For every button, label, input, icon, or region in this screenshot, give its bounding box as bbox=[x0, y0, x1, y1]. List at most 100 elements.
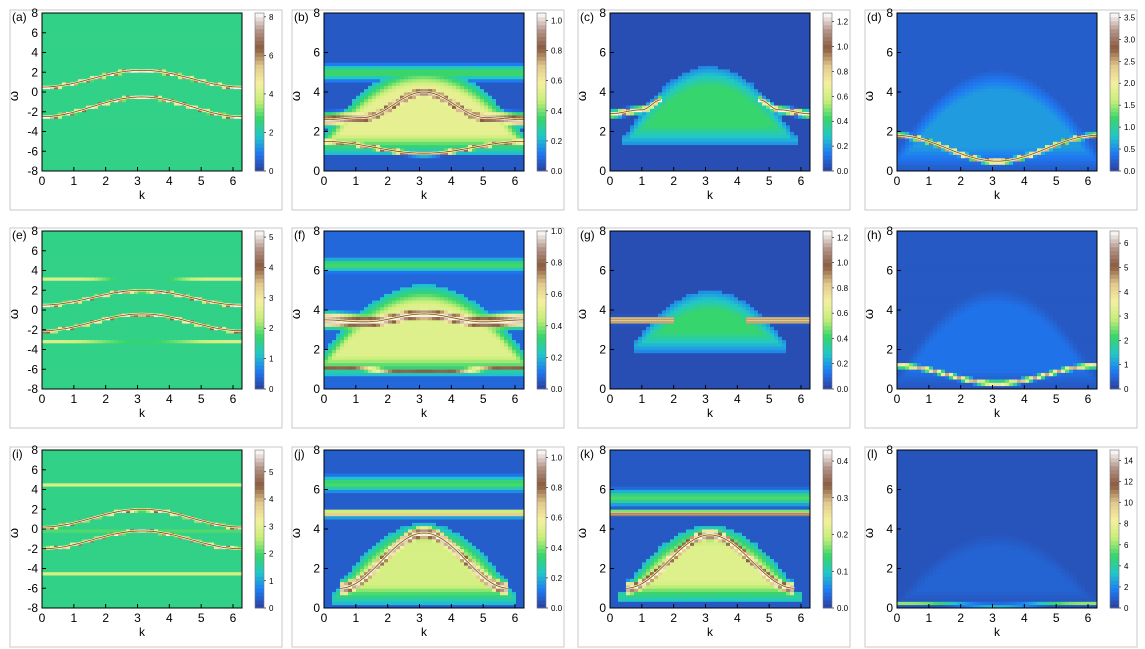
panel-label: (a) bbox=[12, 10, 27, 24]
x-tick-label: 0 bbox=[894, 392, 901, 406]
x-tick-label: 3 bbox=[134, 611, 141, 625]
x-tick-label: 6 bbox=[1085, 392, 1092, 406]
y-tick-label: 4 bbox=[31, 483, 38, 497]
colorbar-tick-label: 10 bbox=[1124, 499, 1133, 508]
x-axis-label: k bbox=[994, 406, 1001, 420]
x-tick-label: 5 bbox=[766, 611, 773, 625]
colorbar-tick-label: 0.0 bbox=[1124, 167, 1136, 176]
x-tick-label: 2 bbox=[670, 174, 677, 188]
y-tick-label: 0 bbox=[886, 382, 893, 396]
colorbar-tick-label: 1.0 bbox=[837, 259, 849, 268]
x-axis-label: k bbox=[707, 625, 714, 639]
colorbar-tick-label: 0 bbox=[1124, 604, 1129, 613]
x-tick-label: 1 bbox=[70, 611, 77, 625]
x-tick-label: 6 bbox=[230, 174, 237, 188]
x-tick-label: 1 bbox=[638, 392, 645, 406]
colorbar-tick-label: 4 bbox=[1124, 562, 1129, 571]
x-tick-label: 6 bbox=[1085, 611, 1092, 625]
x-tick-label: 3 bbox=[134, 392, 141, 406]
colorbar-tick-label: 2.0 bbox=[1124, 79, 1136, 88]
x-axis-label: k bbox=[139, 625, 146, 639]
y-tick-label: -8 bbox=[27, 601, 38, 615]
x-tick-label: 6 bbox=[798, 174, 805, 188]
colorbar-tick-label: 0 bbox=[269, 167, 274, 176]
colorbar-tick-label: 0.2 bbox=[837, 531, 849, 540]
x-tick-label: 0 bbox=[607, 611, 614, 625]
colorbar-tick-label: 0.8 bbox=[551, 259, 563, 268]
y-tick-label: -2 bbox=[27, 105, 38, 119]
y-tick-label: 0 bbox=[886, 601, 893, 615]
x-tick-label: 3 bbox=[702, 611, 709, 625]
colorbar-tick-label: 1.0 bbox=[551, 227, 563, 236]
x-tick-label: 3 bbox=[702, 174, 709, 188]
y-tick-label: 8 bbox=[31, 6, 38, 20]
heatmap bbox=[610, 231, 810, 389]
x-tick-label: 3 bbox=[416, 611, 423, 625]
colorbar-tick-label: 0.0 bbox=[551, 385, 563, 394]
y-tick-label: 2 bbox=[31, 502, 38, 516]
x-tick-label: 4 bbox=[734, 392, 741, 406]
colorbar-tick-label: 1.2 bbox=[837, 233, 849, 242]
colorbar-tick-label: 0.4 bbox=[551, 544, 563, 553]
x-tick-label: 2 bbox=[102, 611, 109, 625]
y-tick-label: 6 bbox=[313, 264, 320, 278]
y-tick-label: 0 bbox=[599, 164, 606, 178]
x-tick-label: 2 bbox=[384, 392, 391, 406]
x-axis-label: k bbox=[707, 188, 714, 202]
x-tick-label: 0 bbox=[39, 392, 46, 406]
y-axis-label: ω bbox=[861, 528, 876, 538]
heatmap bbox=[897, 13, 1097, 171]
x-tick-label: 4 bbox=[734, 174, 741, 188]
y-axis-label: ω bbox=[6, 91, 21, 101]
y-tick-label: -4 bbox=[27, 343, 38, 357]
colorbar-tick-label: 0.2 bbox=[551, 137, 563, 146]
x-tick-label: 3 bbox=[416, 392, 423, 406]
x-tick-label: 0 bbox=[39, 174, 46, 188]
y-tick-label: 0 bbox=[31, 85, 38, 99]
y-tick-label: 8 bbox=[886, 443, 893, 457]
colorbar-tick-label: 4 bbox=[269, 90, 274, 99]
colorbar-tick-label: 1.5 bbox=[1124, 101, 1136, 110]
x-tick-label: 6 bbox=[798, 392, 805, 406]
colorbar-tick-label: 2.5 bbox=[1124, 57, 1136, 66]
y-axis-label: ω bbox=[861, 91, 876, 101]
x-tick-label: 0 bbox=[39, 611, 46, 625]
heatmap bbox=[610, 13, 810, 171]
x-tick-label: 2 bbox=[957, 174, 964, 188]
y-tick-label: -4 bbox=[27, 562, 38, 576]
y-tick-label: 0 bbox=[31, 522, 38, 536]
y-tick-label: 0 bbox=[599, 382, 606, 396]
panel-label: (i) bbox=[12, 447, 23, 461]
colorbar-tick-label: 0.0 bbox=[837, 604, 849, 613]
x-tick-label: 5 bbox=[1053, 174, 1060, 188]
panel-label: (b) bbox=[294, 10, 309, 24]
y-tick-label: 8 bbox=[886, 224, 893, 238]
x-tick-label: 0 bbox=[321, 392, 328, 406]
y-tick-label: 2 bbox=[886, 343, 893, 357]
panel-label: (j) bbox=[294, 447, 305, 461]
x-axis-label: k bbox=[707, 406, 714, 420]
colorbar-tick-label: 6 bbox=[1124, 541, 1129, 550]
colorbar-tick-label: 4 bbox=[269, 495, 274, 504]
y-tick-label: 0 bbox=[313, 601, 320, 615]
x-tick-label: 3 bbox=[134, 174, 141, 188]
colorbar-tick-label: 0.4 bbox=[837, 457, 849, 466]
colorbar-tick-label: 3 bbox=[1124, 312, 1129, 321]
y-tick-label: 6 bbox=[313, 483, 320, 497]
colorbar-tick-label: 0.0 bbox=[551, 604, 563, 613]
y-tick-label: 6 bbox=[31, 26, 38, 40]
x-tick-label: 4 bbox=[1021, 611, 1028, 625]
x-tick-label: 1 bbox=[352, 611, 359, 625]
y-axis-label: ω bbox=[574, 528, 589, 538]
y-tick-label: 8 bbox=[31, 224, 38, 238]
x-tick-label: 1 bbox=[925, 392, 932, 406]
colorbar-tick-label: 0.2 bbox=[837, 360, 849, 369]
y-tick-label: 8 bbox=[599, 443, 606, 457]
x-tick-label: 2 bbox=[957, 611, 964, 625]
colorbar-tick-label: 0.0 bbox=[837, 167, 849, 176]
